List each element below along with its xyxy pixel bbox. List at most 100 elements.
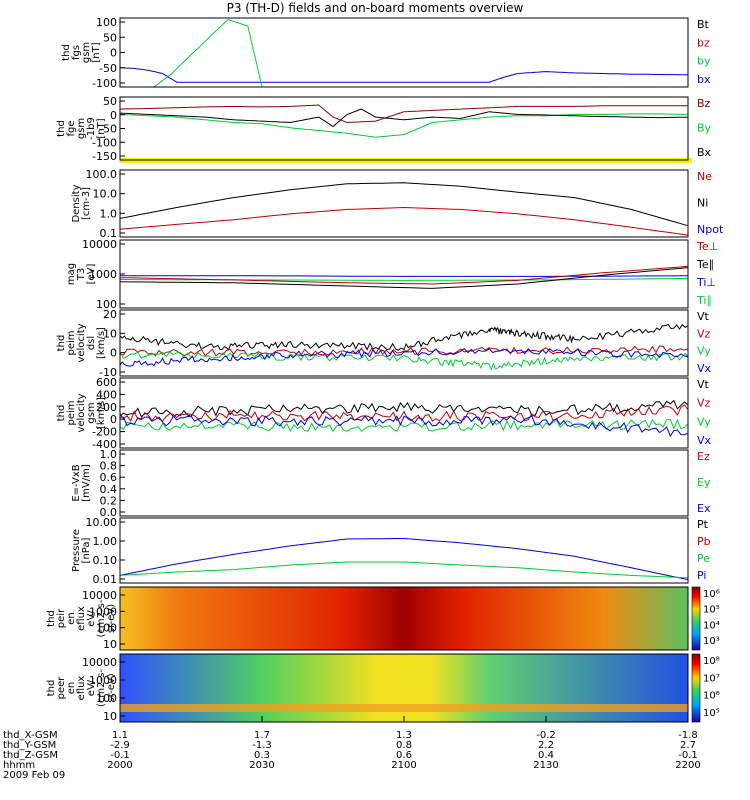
series-bx xyxy=(119,67,689,83)
y-axis-label: gsm xyxy=(86,402,97,423)
y-axis-label: T3 xyxy=(76,268,87,281)
y-tick-label: 1000 xyxy=(89,605,117,618)
x-tick-label: 2000 xyxy=(107,760,132,771)
legend-entry: Ti⊥ xyxy=(696,276,716,289)
y-tick-label: -200 xyxy=(92,426,117,439)
low-energy-band xyxy=(120,704,688,712)
y-tick-label: 10 xyxy=(103,638,117,651)
y-tick-label: 10.00 xyxy=(86,516,118,529)
legend-entry: Pe xyxy=(697,552,710,565)
series-Vy xyxy=(119,351,689,371)
x-tick-label: 1.3 xyxy=(396,730,412,741)
x-tick-label: 0.3 xyxy=(254,750,270,761)
y-tick-label: 400 xyxy=(96,388,117,401)
y-tick-label: -50 xyxy=(99,62,117,75)
y-tick-label: 600 xyxy=(96,376,117,389)
y-tick-label: 0.01 xyxy=(93,573,118,586)
y-tick-label: 10000 xyxy=(82,238,117,251)
panel-frame xyxy=(119,449,689,517)
x-tick-label: 2130 xyxy=(533,760,558,771)
series-Pi xyxy=(119,538,689,581)
y-tick-label: 0.10 xyxy=(93,554,118,567)
legend-entry: Vy xyxy=(697,345,711,358)
series-Ne xyxy=(119,206,689,236)
panel-frame xyxy=(119,377,689,449)
panel-fge xyxy=(119,96,692,163)
legend-entry: bz xyxy=(697,36,710,49)
x-tick-label: 2200 xyxy=(675,760,700,771)
y-axis-label: E=-VxB xyxy=(71,464,82,501)
y-axis-label: gsm xyxy=(81,42,92,63)
y-axis-label: [cm-3] xyxy=(81,187,92,220)
x-tick-label: -0.1 xyxy=(678,750,698,761)
panel-peim_velocity_gsm xyxy=(119,377,689,449)
x-tick-label: -0.2 xyxy=(536,730,556,741)
panel-frame xyxy=(119,239,689,309)
series-Vz xyxy=(119,404,689,422)
legend-entry: Ti∥ xyxy=(696,294,712,307)
y-axis-label: eflux xyxy=(76,676,87,701)
y-axis-label: [eV] xyxy=(86,264,97,285)
x-tick-label: 1.7 xyxy=(254,730,270,741)
y-axis-label: peim xyxy=(66,330,77,355)
y-tick-label: -50 xyxy=(99,123,117,136)
legend-entry: Pt xyxy=(697,518,709,531)
y-tick-label: -100 xyxy=(92,77,117,90)
x-tick-label: 2030 xyxy=(249,760,274,771)
colorbar-tick-label: 10³ xyxy=(703,636,720,647)
panel-frame xyxy=(119,17,689,88)
panel-frame xyxy=(119,96,689,161)
y-axis-label: (cm2-s- xyxy=(96,669,107,707)
y-axis-label: eV/ xyxy=(86,679,97,696)
series-Vx xyxy=(119,347,689,367)
y-axis-label: thd xyxy=(46,610,57,627)
series-Vy xyxy=(119,418,689,433)
panel-temperature xyxy=(119,239,689,309)
y-axis-label: thd xyxy=(61,44,72,61)
y-axis-label: eV/ xyxy=(86,610,97,627)
y-tick-label: 100.0 xyxy=(86,168,118,181)
y-axis-label: thd xyxy=(56,120,67,137)
colorbar-tick-label: 10⁵ xyxy=(703,708,720,719)
y-tick-label: 0.4 xyxy=(100,483,118,496)
panel-fgs xyxy=(119,17,689,88)
y-axis-label: velocity xyxy=(76,393,87,432)
y-tick-label: 10.0 xyxy=(93,188,118,201)
series-By xyxy=(119,113,688,138)
legend-entry: Bt xyxy=(697,18,710,31)
y-axis-label: thd xyxy=(56,335,67,352)
panel-peer xyxy=(119,653,701,723)
panel-frame xyxy=(119,586,689,651)
panel-peim_velocity_dsl xyxy=(119,309,689,377)
y-axis-label: Pressure xyxy=(71,529,82,572)
y-axis-label: sr-eV) xyxy=(106,673,117,702)
series-Te∥ xyxy=(119,267,689,289)
x-row-label: thd_Y-GSM xyxy=(3,740,56,751)
colorbar-tick-label: 10⁵ xyxy=(703,605,720,616)
x-tick-label: 0.8 xyxy=(396,740,412,751)
y-axis-label: (cm2-s- xyxy=(96,599,107,637)
y-axis-label: -1b9 xyxy=(86,117,97,140)
x-tick-label: 0.4 xyxy=(538,750,554,761)
y-tick-label: 10 xyxy=(103,327,117,340)
x-tick-label: -1.3 xyxy=(252,740,272,751)
y-tick-label: 100 xyxy=(96,692,117,705)
y-axis-label: velocity xyxy=(76,323,87,362)
series-Bx xyxy=(119,108,689,128)
legend-entry: Vz xyxy=(697,397,711,410)
legend-entry: Bz xyxy=(697,97,711,110)
legend-entry: by xyxy=(697,55,711,68)
y-axis-label: peer xyxy=(56,676,67,700)
legend-entry: Npot xyxy=(697,223,724,236)
x-tick-label: -0.1 xyxy=(110,750,130,761)
y-tick-label: 1000 xyxy=(89,268,117,281)
y-axis-label: thd xyxy=(56,405,67,422)
legend-entry: Ni xyxy=(697,197,708,210)
y-tick-label: 0.2 xyxy=(100,494,118,507)
legend-entry: Vz xyxy=(697,327,711,340)
x-tick-label: 0.6 xyxy=(396,750,412,761)
legend-entry: Ne xyxy=(697,170,712,183)
y-tick-label: 0 xyxy=(110,47,117,60)
y-axis-label: [km/s] xyxy=(96,397,107,429)
